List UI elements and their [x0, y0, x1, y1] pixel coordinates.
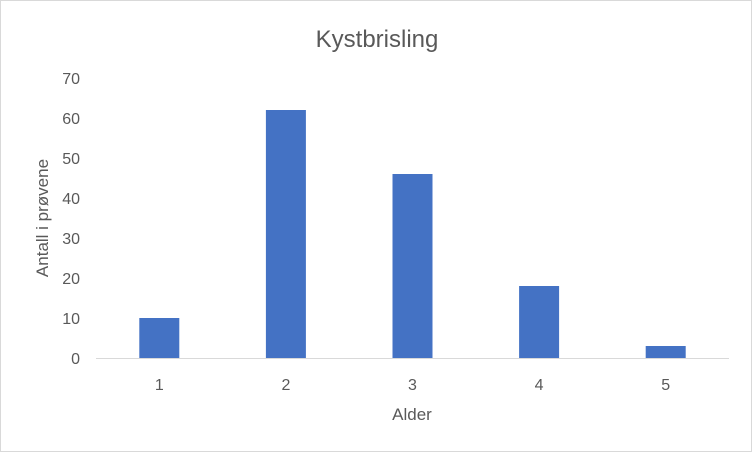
chart-title: Kystbrisling — [316, 26, 439, 53]
x-tick-label: 4 — [535, 377, 544, 394]
bar — [139, 318, 180, 358]
x-tick-label: 3 — [408, 377, 417, 394]
y-axis-label: Antall i prøvene — [33, 159, 52, 277]
y-axis-ticks: 0 10 20 30 40 50 60 70 — [62, 71, 80, 368]
x-axis-label: Alder — [392, 405, 432, 424]
x-tick-label: 1 — [155, 377, 164, 394]
y-tick-label: 10 — [62, 311, 80, 328]
y-tick-label: 60 — [62, 111, 80, 128]
bar — [392, 174, 433, 358]
y-tick-label: 40 — [62, 191, 80, 208]
y-tick-label: 20 — [62, 271, 80, 288]
bar — [265, 110, 306, 358]
y-tick-label: 0 — [71, 351, 80, 368]
x-tick-label: 2 — [281, 377, 290, 394]
y-tick-label: 70 — [62, 71, 80, 88]
bar — [519, 286, 560, 358]
y-tick-label: 50 — [62, 151, 80, 168]
x-tick-label: 5 — [661, 377, 670, 394]
x-axis-ticks: 1 2 3 4 5 — [155, 377, 670, 394]
y-tick-label: 30 — [62, 231, 80, 248]
bar — [645, 346, 686, 358]
bars — [139, 110, 686, 358]
